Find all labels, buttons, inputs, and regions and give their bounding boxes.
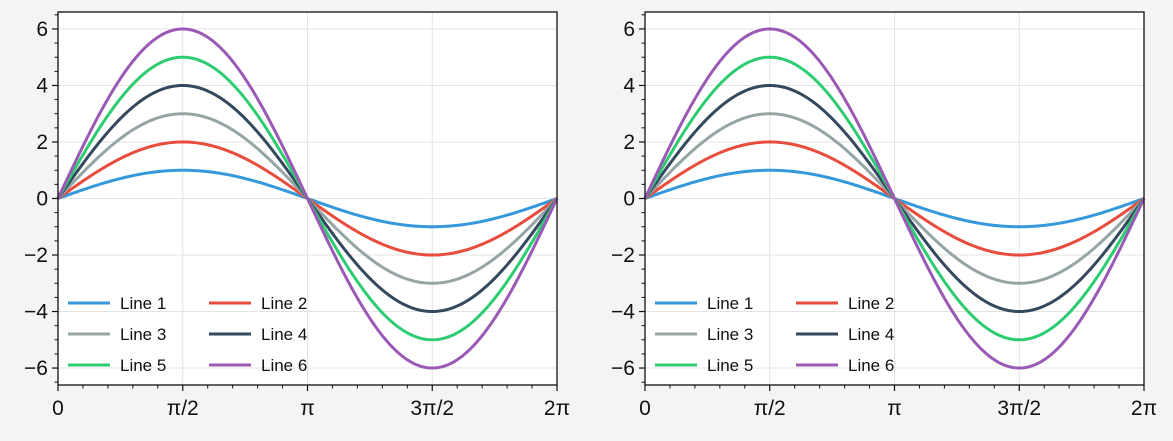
chart-1-legend-label-6: Line 6 [261,356,307,375]
right-chart-panel: 0 π/2 π 3π/2 2π 6 4 2 0 −2 −4 −6 Line 1 Line 2 Line 3 L… [611,11,1157,420]
chart-2-y-tick-label-0: 6 [623,18,635,41]
chart-2-y-tick-label-1: 4 [623,74,635,97]
chart-1-legend-label-4: Line 4 [261,325,307,344]
chart-2-legend-label-2: Line 2 [848,294,894,313]
chart-1-x-tick-label-2: π [300,397,315,420]
chart-2-legend-label-6: Line 6 [848,356,894,375]
chart-2-x-tick-label-1: π/2 [754,397,786,420]
chart-1-y-tick-label-0: 6 [36,18,48,41]
chart-1-y-tick-label-4: −2 [24,244,48,267]
chart-1-legend-label-2: Line 2 [261,294,307,313]
chart-1-x-tick-label-0: 0 [52,397,64,420]
chart-1-series-line-6 [56,27,559,370]
chart-2-y-tick-label-2: 2 [623,131,635,154]
chart-2-legend-label-1: Line 1 [707,294,753,313]
chart-1-y-tick-label-1: 4 [36,74,48,97]
chart-1-x-tick-label-3: 3π/2 [410,397,454,420]
chart-1-legend-label-3: Line 3 [120,325,166,344]
chart-2-legend-label-5: Line 5 [707,356,753,375]
chart-2-y-tick-label-6: −6 [611,357,635,380]
chart-2-x-tick-label-0: 0 [639,397,651,420]
chart-1-y-tick-label-6: −6 [24,357,48,380]
chart-1-legend-label-5: Line 5 [120,356,166,375]
chart-1-y-tick-label-5: −4 [24,301,48,324]
chart-2-series-line-6 [643,27,1146,370]
chart-2-x-tick-label-3: 3π/2 [997,397,1041,420]
left-chart-panel: 0 π/2 π 3π/2 2π 6 4 2 0 −2 −4 −6 Line 1 Line 2 Line 3 L… [24,11,570,420]
chart-1-y-tick-label-2: 2 [36,131,48,154]
chart-2-y-tick-label-5: −4 [611,301,635,324]
chart-1-legend-label-1: Line 1 [120,294,166,313]
chart-2-y-tick-label-4: −2 [611,244,635,267]
chart-2-legend-label-3: Line 3 [707,325,753,344]
chart-2-x-tick-label-4: 2π [1131,397,1157,420]
chart-2-legend-label-4: Line 4 [848,325,894,344]
chart-2-x-tick-label-2: π [887,397,902,420]
chart-1-y-tick-label-3: 0 [36,188,48,211]
chart-1-x-tick-label-4: 2π [544,397,570,420]
chart-1-x-tick-label-1: π/2 [167,397,199,420]
chart-2-y-tick-label-3: 0 [623,188,635,211]
